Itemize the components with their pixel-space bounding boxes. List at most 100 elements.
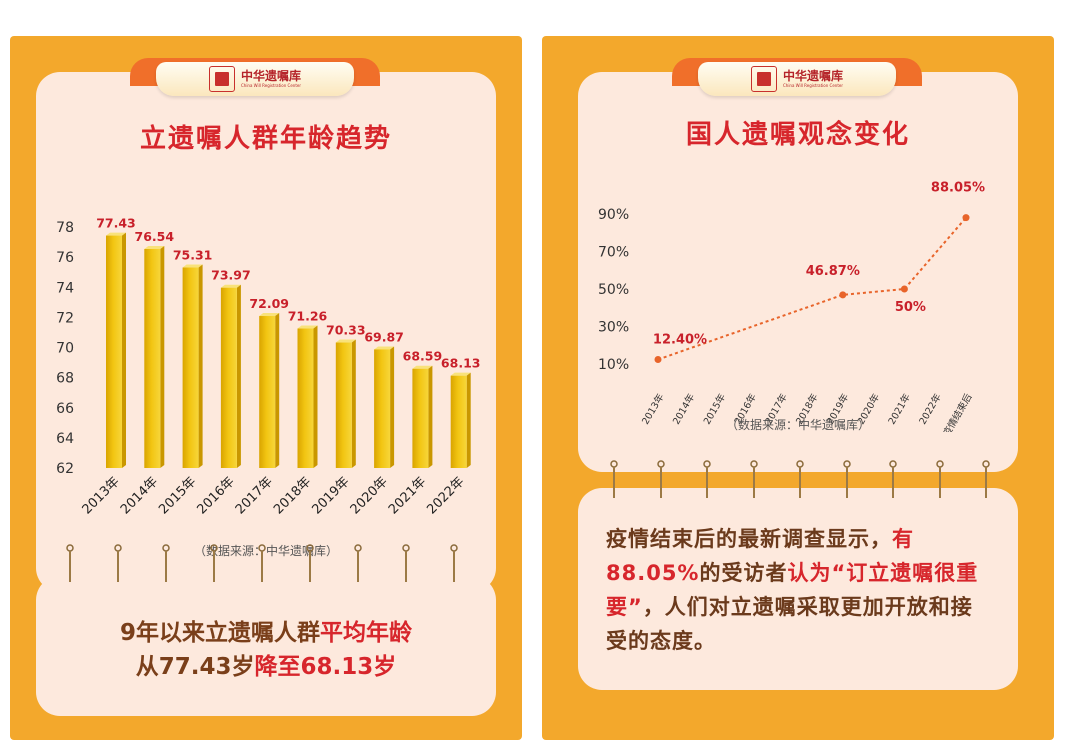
brand-name: 中华遗嘱库 bbox=[240, 69, 301, 83]
bar bbox=[220, 287, 237, 468]
bar-side bbox=[351, 339, 356, 468]
bar-value-label: 72.09 bbox=[249, 296, 289, 311]
bar-value-label: 73.97 bbox=[211, 268, 251, 283]
bar-side bbox=[122, 232, 126, 468]
bar bbox=[259, 316, 276, 468]
y-tick-label: 90% bbox=[598, 207, 629, 223]
bar-side bbox=[160, 245, 165, 468]
binder-ring-icon bbox=[935, 460, 944, 500]
binder-ring-icon bbox=[982, 460, 990, 500]
bar-top bbox=[220, 284, 241, 288]
bar-top bbox=[182, 264, 203, 268]
binder-ring-icon bbox=[306, 544, 314, 584]
y-tick-label: 74 bbox=[56, 280, 74, 296]
right-brand-tab: 中华遗嘱库 China Will Registration Center bbox=[672, 58, 922, 98]
binder-ring-icon bbox=[656, 460, 665, 500]
point-value-label: 88.05% bbox=[931, 181, 985, 196]
left-summary-text: 9年以来立遗嘱人群平均年龄 从77.43岁降至68.13岁 bbox=[119, 620, 412, 680]
bar-value-label: 71.26 bbox=[288, 309, 328, 324]
brand-name-en: China Will Registration Center bbox=[240, 83, 302, 88]
bar bbox=[335, 342, 352, 468]
bar bbox=[182, 267, 199, 468]
bar bbox=[106, 235, 122, 468]
bar bbox=[412, 368, 429, 468]
point-value-label: 46.87% bbox=[806, 264, 860, 279]
binder-ring-icon bbox=[749, 460, 758, 500]
y-tick-label: 76 bbox=[56, 250, 74, 266]
right-source-note: （数据来源：中华遗嘱库） bbox=[725, 418, 870, 432]
bar-value-label: 68.13 bbox=[441, 356, 481, 371]
bar-side bbox=[236, 284, 241, 468]
x-tick-label: 2016年 bbox=[195, 474, 238, 517]
line-chart: 10%30%50%70%90%12.40%46.87%50%88.05%2013… bbox=[598, 181, 985, 432]
binder-ring-icon bbox=[66, 544, 74, 584]
binder-ring-icon bbox=[402, 544, 410, 584]
bar-top bbox=[259, 313, 280, 317]
binder-ring-icon bbox=[258, 544, 266, 584]
x-tick-label: 2021年 bbox=[386, 474, 429, 517]
binder-ring-icon bbox=[842, 460, 851, 500]
y-tick-label: 66 bbox=[56, 401, 74, 417]
right-chart-title: 国人遗嘱观念变化 bbox=[685, 120, 910, 150]
x-tick-label: 2020年 bbox=[348, 474, 391, 517]
binder-ring-icon bbox=[210, 544, 218, 584]
binder-ring-icon bbox=[162, 544, 170, 584]
y-tick-label: 70 bbox=[56, 341, 74, 357]
brand-name-en: China Will Registration Center bbox=[782, 83, 844, 88]
y-tick-label: 10% bbox=[598, 357, 629, 373]
bar-top bbox=[450, 372, 471, 376]
binder-ring-icon bbox=[354, 544, 362, 584]
bar-top bbox=[297, 325, 318, 329]
point-value-label: 50% bbox=[895, 300, 926, 315]
bar-value-label: 77.43 bbox=[96, 216, 136, 231]
binder-ring-icon bbox=[889, 460, 897, 500]
bar-side bbox=[428, 365, 433, 468]
left-source-note: （数据来源：中华遗嘱库） bbox=[193, 544, 338, 558]
bar-side bbox=[275, 313, 280, 468]
right-survey-text: 疫情结束后的最新调查显示，有88.05%的受访者认为“订立遗嘱很重要”，人们对立… bbox=[606, 527, 979, 653]
x-tick-label: 2013年 bbox=[80, 474, 123, 517]
bar bbox=[297, 328, 314, 468]
y-tick-label: 62 bbox=[56, 461, 74, 477]
y-tick-label: 50% bbox=[598, 282, 629, 298]
bar-side bbox=[466, 372, 471, 468]
data-point bbox=[654, 356, 662, 363]
bar-side bbox=[313, 325, 318, 468]
bar bbox=[374, 349, 391, 468]
bar bbox=[144, 248, 161, 468]
left-brand-tab: 中华遗嘱库 China Will Registration Center bbox=[130, 58, 380, 98]
bar bbox=[450, 375, 467, 468]
left-panel: 立遗嘱人群年龄趋势 78 76 74 72 70 68 66 64 62 77.43 2013年 76… bbox=[10, 36, 522, 740]
binder-ring-icon bbox=[610, 460, 618, 500]
binder-ring-icon bbox=[703, 460, 711, 500]
bar-top bbox=[106, 232, 126, 236]
binder-ring-icon bbox=[796, 460, 804, 500]
y-tick-label: 30% bbox=[598, 320, 629, 336]
right-panel: 国人遗嘱观念变化 10% 30% 50% 70% 90% 12.40% 46.87% 50% 8… bbox=[542, 36, 1054, 740]
point-value-label: 12.40% bbox=[653, 333, 707, 348]
bar-side bbox=[198, 264, 203, 468]
x-tick-label: 2015年 bbox=[156, 474, 199, 517]
x-tick-label: 2017年 bbox=[233, 474, 276, 517]
left-chart-title: 立遗嘱人群年龄趋势 bbox=[139, 124, 392, 154]
data-point bbox=[839, 291, 847, 299]
bar-top bbox=[144, 245, 165, 249]
data-point bbox=[900, 285, 908, 293]
y-tick-label: 72 bbox=[56, 310, 74, 326]
y-tick-label: 70% bbox=[598, 245, 629, 261]
y-tick-label: 78 bbox=[56, 220, 74, 236]
bar-top bbox=[335, 339, 356, 343]
brand-name: 中华遗嘱库 bbox=[782, 69, 843, 83]
bar-top bbox=[412, 365, 433, 369]
right-chart-card: 国人遗嘱观念变化 10% 30% 50% 70% 90% 12.40% 46.87% 50% 8… bbox=[578, 72, 1018, 472]
x-tick-label: 2022年 bbox=[424, 474, 467, 517]
y-tick-label: 68 bbox=[56, 371, 74, 387]
brand-logo-icon bbox=[208, 66, 235, 92]
brand-logo-icon bbox=[750, 66, 777, 92]
bar-value-label: 68.59 bbox=[403, 349, 443, 364]
bar-chart: 78 76 74 72 70 68 66 64 62 77.43 2013年 76.54 2014年 75… bbox=[56, 216, 481, 518]
right-text-card: 疫情结束后的最新调查显示，有88.05%的受访者认为“订立遗嘱很重要”，人们对立… bbox=[578, 488, 1018, 690]
bar-top bbox=[374, 346, 395, 350]
x-tick-label: 2018年 bbox=[271, 474, 314, 517]
bar-value-label: 70.33 bbox=[326, 323, 366, 338]
